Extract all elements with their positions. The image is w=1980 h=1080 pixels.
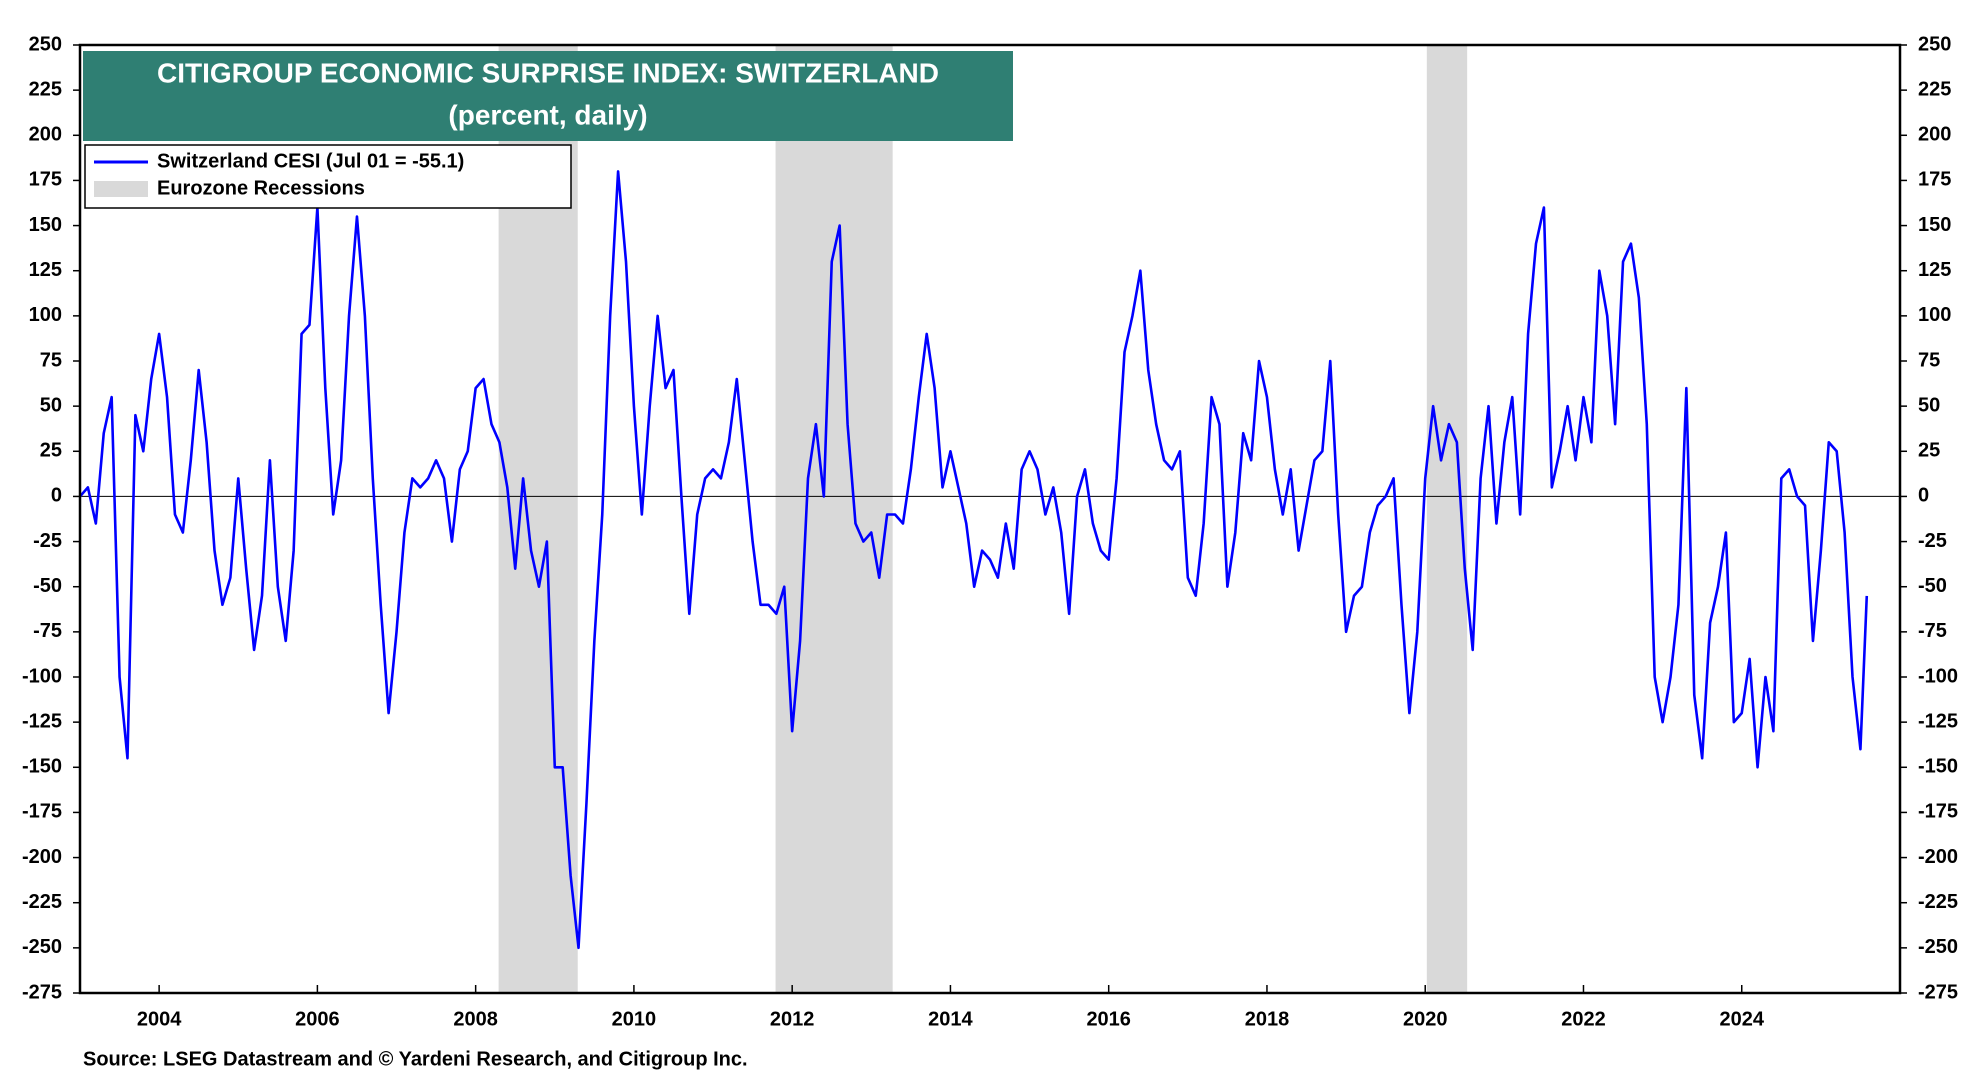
source-note: Source: LSEG Datastream and © Yardeni Re… xyxy=(83,1048,748,1070)
chart-subtitle: (percent, daily) xyxy=(448,99,647,130)
y2-tick-label: 250 xyxy=(1918,33,1951,55)
y-tick-label: -25 xyxy=(33,530,62,552)
y-tick-label: 175 xyxy=(29,169,62,191)
y-tick-label: 125 xyxy=(29,259,62,281)
y2-tick-label: 100 xyxy=(1918,304,1951,326)
legend-label: Eurozone Recessions xyxy=(157,177,365,199)
y2-tick-label: -275 xyxy=(1918,981,1958,1003)
y-tick-label: -175 xyxy=(22,801,62,823)
y2-tick-label: -200 xyxy=(1918,846,1958,868)
y2-tick-label: 200 xyxy=(1918,124,1951,146)
y2-tick-label: -75 xyxy=(1918,620,1947,642)
y-tick-label: 50 xyxy=(40,394,62,416)
x-tick-label: 2004 xyxy=(137,1008,182,1030)
y2-tick-label: -50 xyxy=(1918,575,1947,597)
x-tick-label: 2024 xyxy=(1719,1008,1764,1030)
x-tick-label: 2010 xyxy=(612,1008,657,1030)
y-tick-label: 0 xyxy=(51,485,62,507)
y-tick-label: -250 xyxy=(22,936,62,958)
recession-band xyxy=(775,45,893,993)
x-tick-label: 2018 xyxy=(1245,1008,1290,1030)
y2-tick-label: -100 xyxy=(1918,665,1958,687)
legend-label: Switzerland CESI (Jul 01 = -55.1) xyxy=(157,150,464,172)
y-tick-label: -225 xyxy=(22,891,62,913)
y2-tick-label: 25 xyxy=(1918,440,1940,462)
x-tick-label: 2020 xyxy=(1403,1008,1448,1030)
y2-tick-label: -250 xyxy=(1918,936,1958,958)
y2-tick-label: -225 xyxy=(1918,891,1958,913)
y-tick-label: 225 xyxy=(29,78,62,100)
plot-frame xyxy=(78,43,1902,995)
y-tick-label: -75 xyxy=(33,620,62,642)
y-tick-label: -200 xyxy=(22,846,62,868)
series-line xyxy=(79,170,1869,950)
y2-tick-label: 225 xyxy=(1918,78,1951,100)
y-tick-label: 75 xyxy=(40,349,62,371)
y2-tick-label: -175 xyxy=(1918,801,1958,823)
y-tick-label: -150 xyxy=(22,756,62,778)
x-tick-label: 2012 xyxy=(770,1008,815,1030)
y-tick-label: 100 xyxy=(29,304,62,326)
legend xyxy=(84,144,572,209)
chart-title: CITIGROUP ECONOMIC SURPRISE INDEX: SWITZ… xyxy=(157,57,939,88)
y2-tick-label: 50 xyxy=(1918,394,1940,416)
y2-tick-label: 175 xyxy=(1918,169,1951,191)
x-tick-label: 2006 xyxy=(295,1008,340,1030)
y-tick-label: 150 xyxy=(29,214,62,236)
title-box xyxy=(83,51,1013,141)
legend-swatch-band xyxy=(94,181,148,197)
x-tick-label: 2016 xyxy=(1086,1008,1131,1030)
y-tick-label: -125 xyxy=(22,710,62,732)
x-tick-label: 2014 xyxy=(928,1008,973,1030)
y2-tick-label: 0 xyxy=(1918,485,1929,507)
y-tick-label: 200 xyxy=(29,124,62,146)
y2-tick-label: -150 xyxy=(1918,756,1958,778)
y2-tick-label: -125 xyxy=(1918,710,1958,732)
y-tick-label: 25 xyxy=(40,440,62,462)
y-tick-label: -50 xyxy=(33,575,62,597)
y-tick-label: -275 xyxy=(22,981,62,1003)
y2-tick-label: -25 xyxy=(1918,530,1947,552)
x-tick-label: 2008 xyxy=(453,1008,498,1030)
x-tick-label: 2022 xyxy=(1561,1008,1606,1030)
y2-tick-label: 75 xyxy=(1918,349,1940,371)
y2-tick-label: 125 xyxy=(1918,259,1951,281)
y2-tick-label: 150 xyxy=(1918,214,1951,236)
y-tick-label: 250 xyxy=(29,33,62,55)
y-tick-label: -100 xyxy=(22,665,62,687)
